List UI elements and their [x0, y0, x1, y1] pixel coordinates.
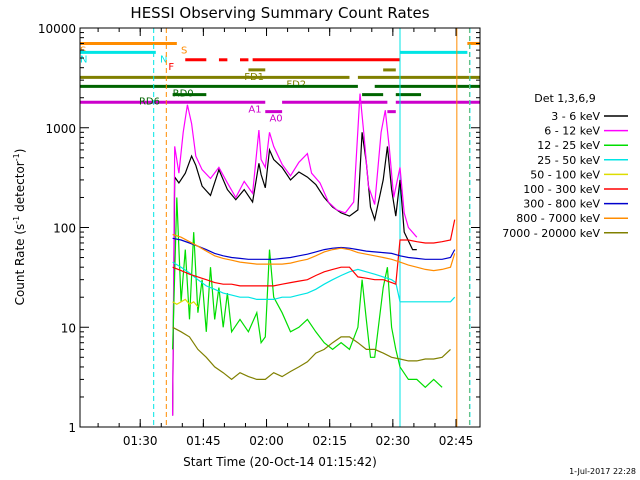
x-tick-label: 02:00 — [249, 434, 284, 448]
flag-bar-label: RD6 — [139, 97, 160, 108]
series-line-5 — [172, 298, 199, 308]
legend-label: 25 - 50 keV — [537, 154, 600, 167]
y-tick-label: 10000 — [38, 22, 76, 36]
series-line-7 — [172, 237, 456, 260]
legend-label: 800 - 7000 keV — [516, 212, 600, 225]
series-line-4 — [172, 261, 456, 303]
x-axis: 01:30 01:45 02:00 02:15 02:30 02:45 — [97, 28, 474, 448]
series-line-8 — [172, 233, 456, 272]
attenuator-bar-label: A0 — [269, 114, 282, 125]
vertical-markers — [153, 28, 471, 427]
flag-bar-label: F — [168, 62, 174, 73]
flag-bar-label: S — [181, 45, 187, 56]
series-line-9 — [172, 326, 451, 381]
series-line-3 — [172, 197, 443, 389]
legend-label: 7000 - 20000 keV — [502, 227, 600, 240]
x-tick-label: 01:45 — [186, 434, 221, 448]
legend-label: 12 - 25 keV — [537, 139, 600, 152]
y-tick-label: 1000 — [45, 122, 76, 136]
chart-title: HESSI Observing Summary Count Rates — [130, 4, 429, 22]
legend-label: 100 - 300 keV — [523, 183, 600, 196]
y-tick-label: 10 — [61, 321, 76, 335]
x-tick-label: 02:15 — [312, 434, 347, 448]
series-line-2 — [172, 93, 418, 416]
x-tick-label: 01:30 — [123, 434, 158, 448]
series-line-1 — [172, 132, 417, 416]
flag-bar-label: N — [80, 54, 87, 65]
legend-label: 6 - 12 keV — [544, 125, 600, 138]
y-tick-label: 1 — [68, 421, 76, 435]
y-axis: 1 10 100 1000 10000 — [38, 22, 480, 435]
legend-label: 50 - 100 keV — [530, 168, 600, 181]
data-series — [172, 93, 456, 416]
y-axis-label: Count Rate (s-1 detector-1) — [12, 149, 27, 306]
x-tick-label: 02:45 — [439, 434, 474, 448]
legend-label: 300 - 800 keV — [523, 198, 600, 211]
x-axis-label: Start Time (20-Oct-14 01:15:42) — [183, 455, 377, 469]
attenuator-bar-label: A1 — [248, 104, 261, 115]
flag-bar-label: N — [160, 54, 167, 65]
flag-bars: SSNNFFD1FD2RD0RD6 — [80, 41, 480, 108]
series-line-6 — [172, 219, 456, 287]
attenuator-bars: A1 A0 — [80, 100, 480, 125]
x-tick-label: 02:30 — [376, 434, 411, 448]
legend-label: 3 - 6 keV — [551, 110, 600, 123]
legend-title: Det 1,3,6,9 — [534, 92, 596, 105]
footer-date: 1-Jul-2017 22:28 — [569, 467, 636, 476]
y-tick-label: 100 — [53, 222, 76, 236]
